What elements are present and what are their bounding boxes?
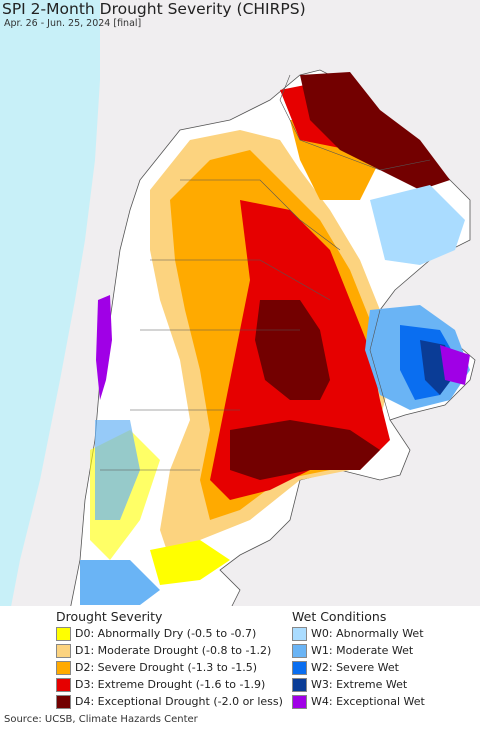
legend-item-w0: W0: Abnormally Wet: [292, 627, 424, 642]
wet-w4-coast: [96, 295, 112, 400]
wet-w4-uruguay: [440, 345, 470, 385]
swatch-d3: [56, 678, 71, 692]
legend-label-d4: D4: Exceptional Drought (-2.0 or less): [75, 695, 283, 708]
legend-item-w2: W2: Severe Wet: [292, 661, 399, 676]
drought-d0-south: [150, 540, 230, 585]
admin-boundaries: [100, 74, 431, 471]
legend-drought-heading: Drought Severity: [56, 609, 163, 624]
wet-w2-south: [80, 560, 160, 605]
source-credit: Source: UCSB, Climate Hazards Center: [4, 714, 198, 725]
swatch-w4: [292, 695, 307, 709]
wet-w0-east: [370, 185, 465, 265]
swatch-d1: [56, 644, 71, 658]
swatch-d0: [56, 627, 71, 641]
legend-item-w4: W4: Exceptional Wet: [292, 695, 425, 710]
swatch-w3: [292, 678, 307, 692]
map-title: SPI 2-Month Drought Severity (CHIRPS): [2, 0, 306, 18]
drought-map: [0, 0, 480, 612]
legend-item-d2: D2: Severe Drought (-1.3 to -1.5): [56, 661, 257, 676]
legend-item-d0: D0: Abnormally Dry (-0.5 to -0.7): [56, 627, 256, 642]
legend: Drought Severity Wet Conditions D0: Abno…: [0, 606, 480, 710]
legend-label-w0: W0: Abnormally Wet: [311, 627, 424, 640]
swatch-w0: [292, 627, 307, 641]
swatch-w1: [292, 644, 307, 658]
drought-d4-north: [300, 72, 450, 190]
legend-item-w1: W1: Moderate Wet: [292, 644, 413, 659]
legend-label-d3: D3: Extreme Drought (-1.6 to -1.9): [75, 678, 266, 691]
swatch-d4: [56, 695, 71, 709]
swatch-d2: [56, 661, 71, 675]
legend-label-w4: W4: Exceptional Wet: [311, 695, 425, 708]
legend-label-d1: D1: Moderate Drought (-0.8 to -1.2): [75, 644, 272, 657]
map-subtitle: Apr. 26 - Jun. 25, 2024 [final]: [4, 18, 142, 29]
drought-d4-south: [230, 420, 380, 480]
legend-label-w3: W3: Extreme Wet: [311, 678, 408, 691]
legend-label-w2: W2: Severe Wet: [311, 661, 399, 674]
drought-d4-central: [255, 300, 330, 400]
legend-item-d1: D1: Moderate Drought (-0.8 to -1.2): [56, 644, 271, 659]
legend-label-d0: D0: Abnormally Dry (-0.5 to -0.7): [75, 627, 257, 640]
legend-wet-heading: Wet Conditions: [292, 609, 387, 624]
legend-label-d2: D2: Severe Drought (-1.3 to -1.5): [75, 661, 258, 674]
legend-label-w1: W1: Moderate Wet: [311, 644, 414, 657]
legend-item-d4: D4: Exceptional Drought (-2.0 or less): [56, 695, 283, 710]
legend-item-d3: D3: Extreme Drought (-1.6 to -1.9): [56, 678, 265, 693]
legend-item-w3: W3: Extreme Wet: [292, 678, 407, 693]
swatch-w2: [292, 661, 307, 675]
